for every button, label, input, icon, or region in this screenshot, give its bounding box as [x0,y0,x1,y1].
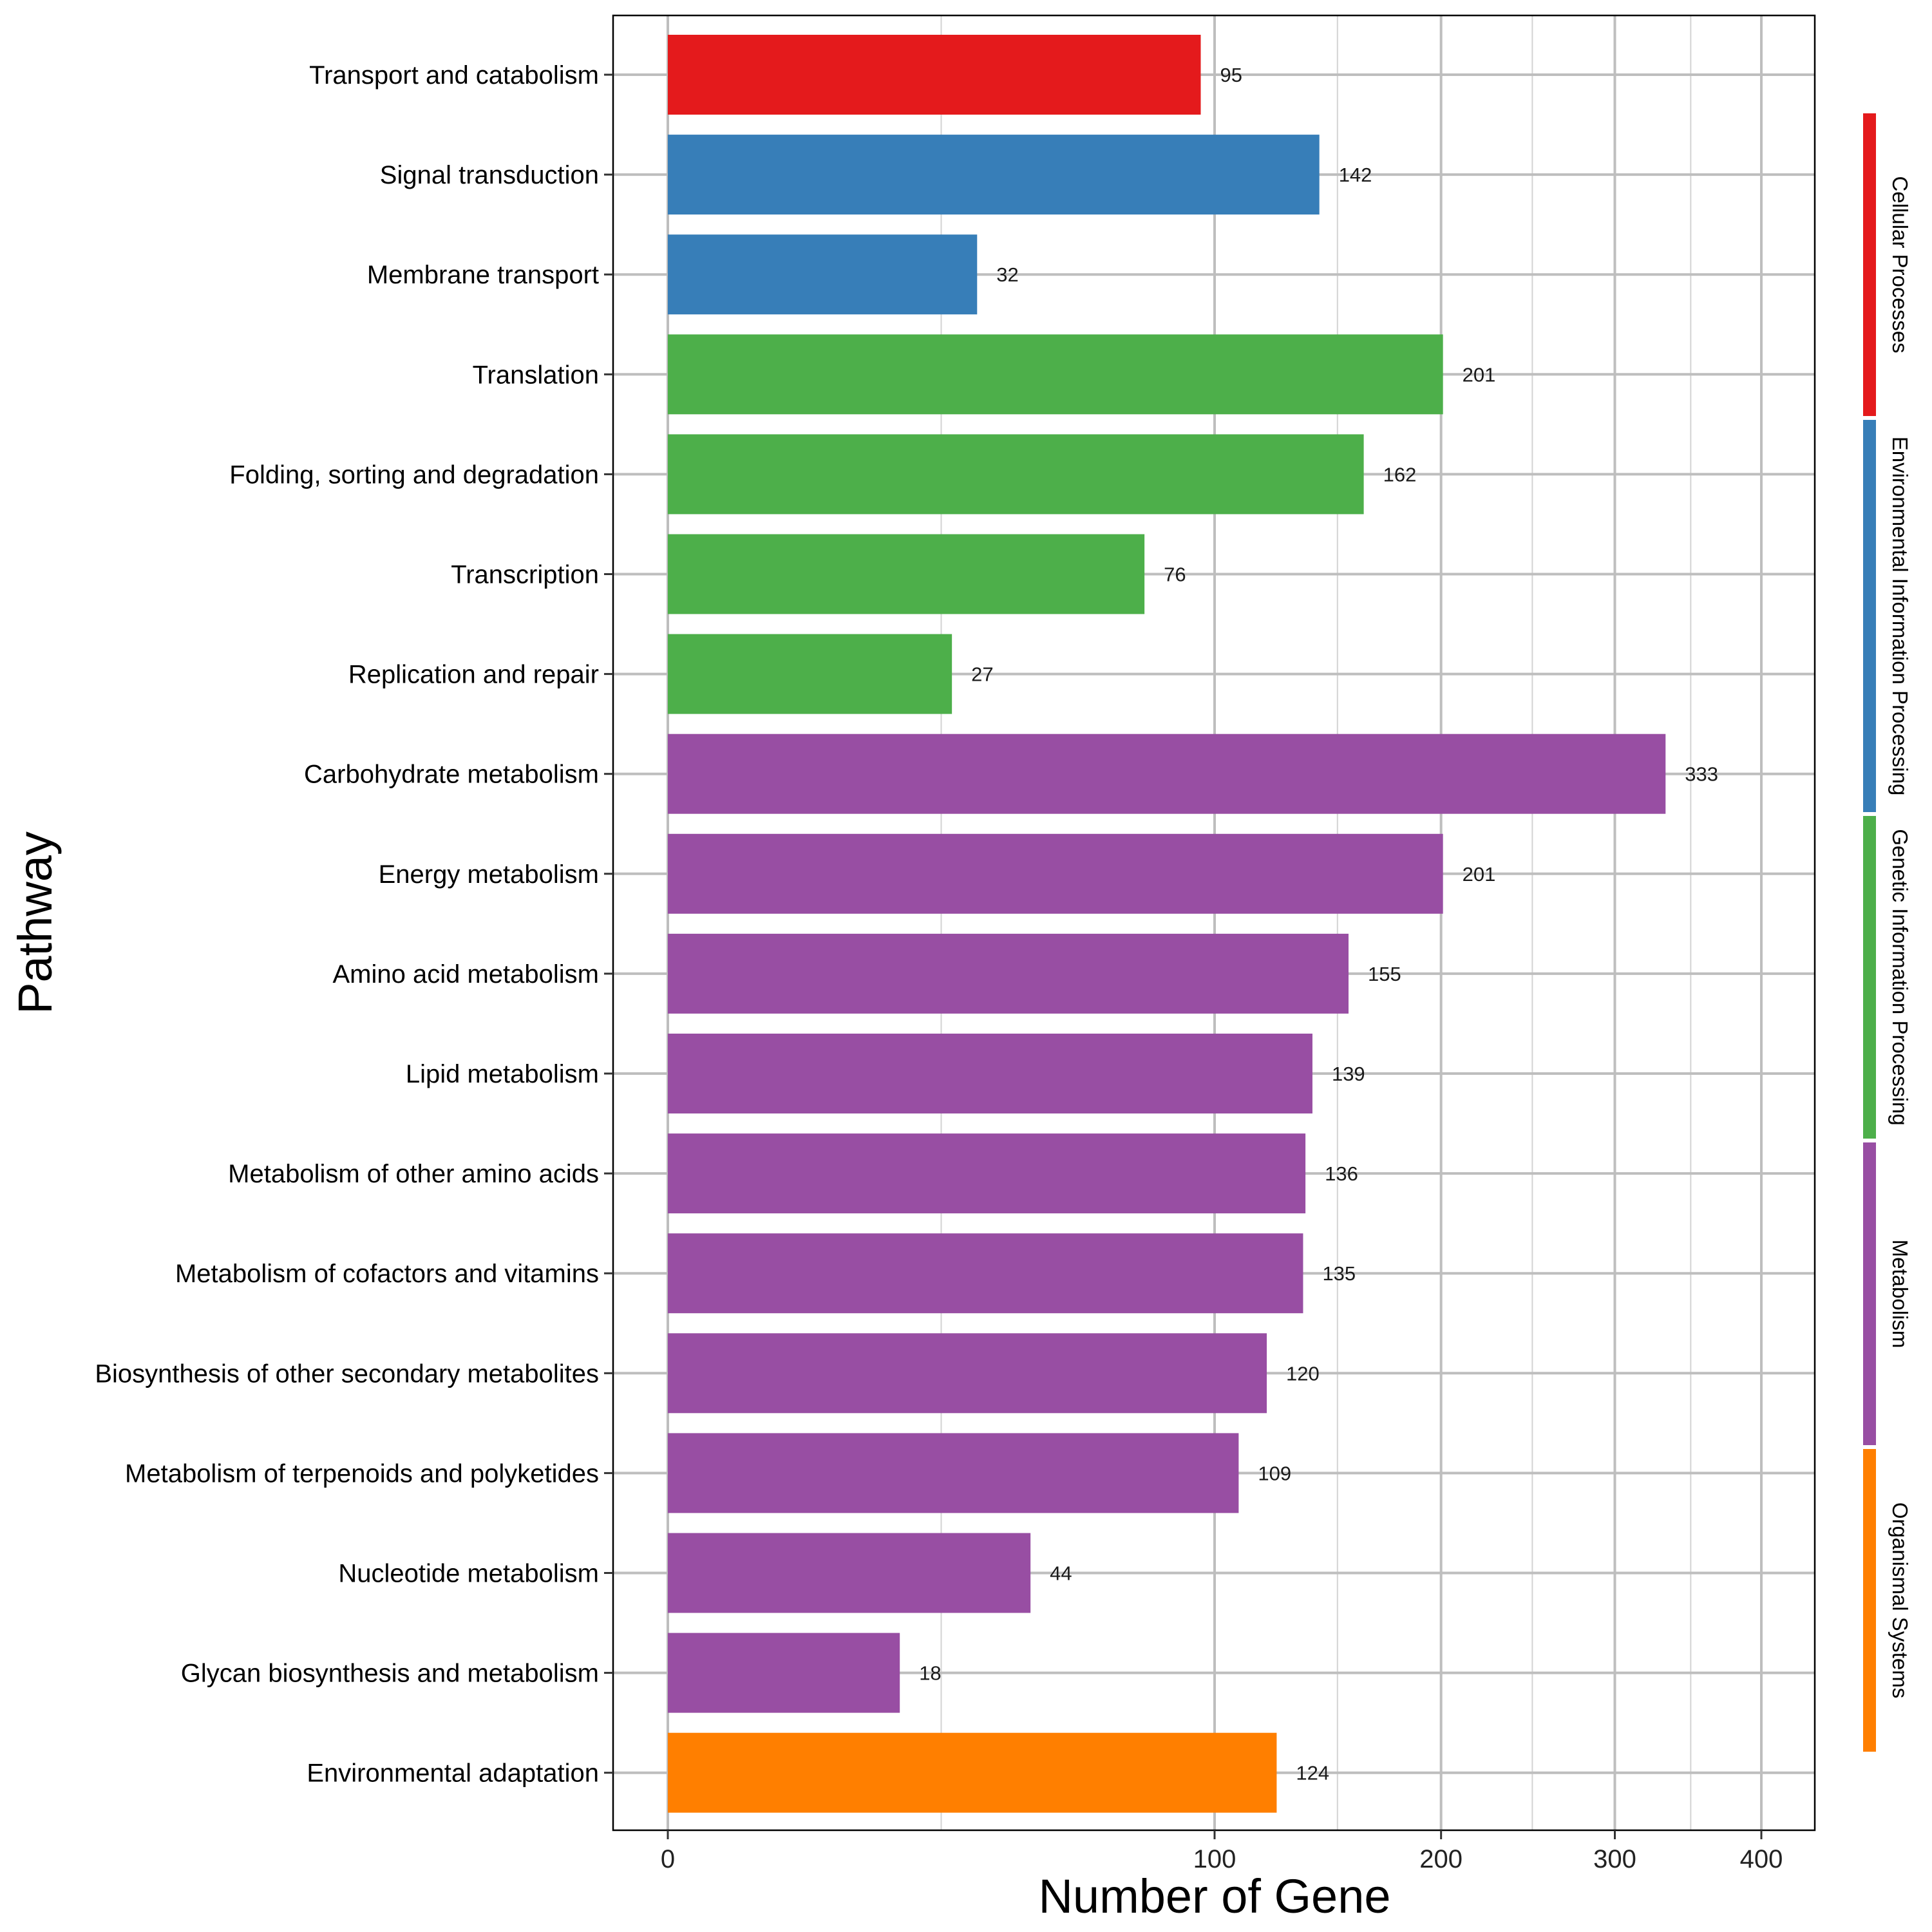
bar [668,1034,1312,1113]
bar-value-label: 201 [1463,363,1496,386]
x-axis-title: Number of Gene [1038,1870,1390,1923]
bar [668,534,1145,614]
y-tick-label: Energy metabolism [379,860,599,889]
bar-value-label: 18 [919,1662,941,1685]
x-tick-label: 200 [1419,1845,1463,1873]
bar-value-label: 124 [1296,1762,1329,1785]
y-tick-label: Nucleotide metabolism [338,1560,599,1588]
bar [668,933,1349,1014]
y-tick-label: Metabolism of terpenoids and polyketides [125,1459,599,1488]
x-tick-label: 100 [1193,1845,1236,1873]
y-tick-label: Lipid metabolism [406,1060,599,1088]
x-tick-label: 0 [661,1845,675,1873]
y-tick-label: Biosynthesis of other secondary metaboli… [95,1359,599,1388]
bar-value-label: 139 [1332,1063,1365,1085]
bar-value-label: 32 [996,263,1018,286]
bar [668,35,1201,115]
bar [668,634,952,714]
bar [668,734,1666,814]
y-tick-label: Glycan biosynthesis and metabolism [181,1660,599,1688]
y-tick-label: Metabolism of cofactors and vitamins [175,1260,599,1288]
bar-value-label: 201 [1463,863,1496,886]
bar-value-label: 44 [1050,1562,1072,1585]
legend-group-label: Cellular Processes [1888,176,1912,353]
bars: 95 142 32 201 162 76 27 333 201 155 139 136 135 120 10… [668,35,1718,1813]
y-axis-title: Pathway [8,831,62,1014]
bar-value-label: 162 [1383,463,1417,486]
bar-value-label: 27 [971,663,993,686]
bar [668,1533,1031,1613]
bar [668,135,1320,215]
legend-group-label: Genetic Information Processing [1888,829,1912,1125]
legend-color-segment [1863,113,1876,416]
legend-group-label: Environmental Information Processing [1888,437,1912,796]
bar [668,1633,900,1713]
y-tick-label: Environmental adaptation [307,1759,599,1788]
y-tick-label: Membrane transport [367,261,599,289]
y-tick-label: Translation [473,361,599,389]
bar-value-label: 95 [1220,64,1242,86]
y-tick-label: Signal transduction [380,161,599,189]
legend-color-segment [1863,1142,1876,1445]
y-tick-label: Metabolism of other amino acids [228,1160,599,1188]
y-tick-label: Folding, sorting and degradation [229,460,599,489]
bar [668,234,978,315]
x-axis: 0 100 200 300 400 [661,1830,1783,1873]
y-tick-label: Replication and repair [348,661,599,689]
bar [668,1233,1303,1314]
y-tick-label: Transport and catabolism [309,61,599,90]
bar-value-label: 76 [1164,564,1186,586]
bar [668,1333,1267,1414]
bar [668,434,1364,515]
bar-value-label: 333 [1685,763,1718,786]
y-tick-label: Amino acid metabolism [333,960,600,989]
y-tick-label: Carbohydrate metabolism [304,761,599,789]
category-legend-strip: Cellular Processes Environmental Informat… [1863,113,1912,1752]
y-tick-label: Transcription [451,561,599,589]
x-tick-label: 300 [1593,1845,1636,1873]
legend-color-segment [1863,1449,1876,1752]
x-tick-label: 400 [1740,1845,1783,1873]
bar-value-label: 155 [1368,963,1401,985]
bar-value-label: 120 [1286,1362,1320,1385]
bar [668,1433,1239,1513]
bar-value-label: 109 [1258,1462,1291,1484]
legend-color-segment [1863,816,1876,1139]
legend-color-segment [1863,420,1876,812]
bar [668,334,1443,415]
bar-value-label: 142 [1339,164,1372,186]
legend-group-label: Organismal Systems [1888,1502,1912,1698]
legend-group-label: Metabolism [1888,1240,1912,1349]
bar-value-label: 136 [1325,1162,1358,1185]
bar [668,833,1443,914]
bar [668,1732,1277,1813]
y-axis: Transport and catabolism Signal transduct… [95,61,613,1788]
bar [668,1133,1306,1214]
bar-value-label: 135 [1322,1262,1356,1285]
